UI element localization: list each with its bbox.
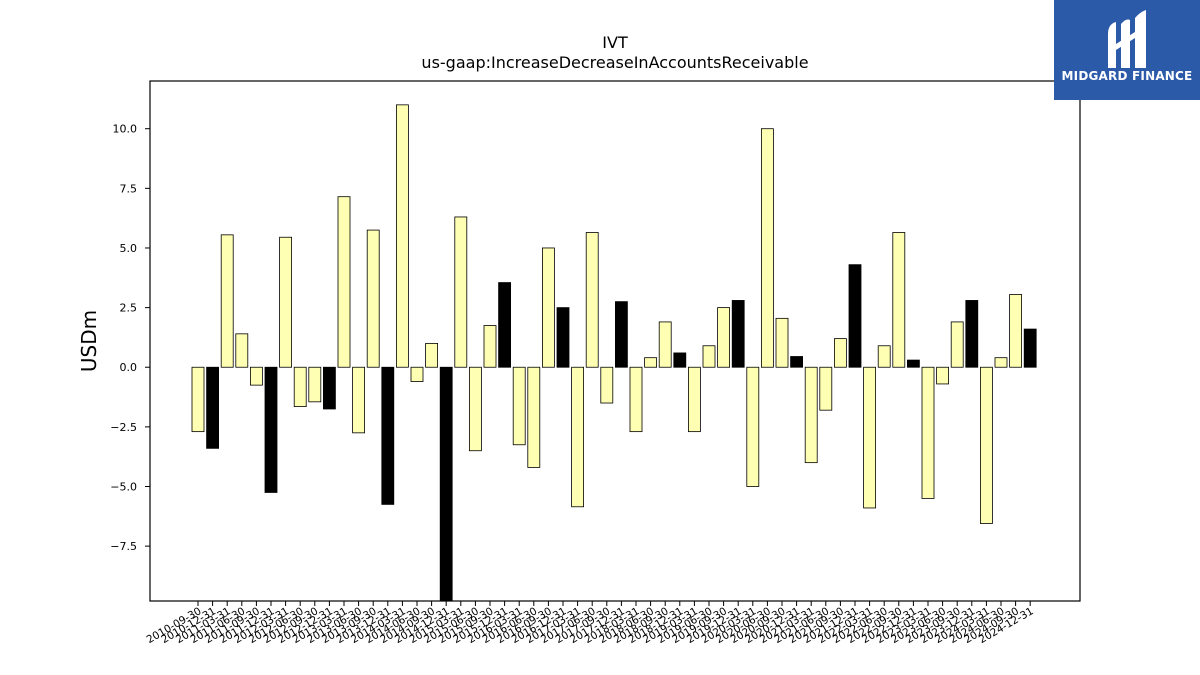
bar-2020-06-30: [761, 128, 774, 368]
bar-2024-03-31: [980, 366, 993, 524]
bar-2016-06-30: [527, 366, 541, 468]
bar-2011-12-31: [264, 366, 278, 493]
bar-2012-03-31: [279, 236, 293, 368]
bar-2019-03-31: [688, 366, 701, 433]
bar-2015-09-30: [483, 325, 497, 368]
bar-2015-06-30: [468, 366, 482, 452]
bar-2020-03-31: [746, 366, 760, 487]
bar-2023-06-30: [936, 366, 949, 385]
bar-2014-03-31: [395, 104, 409, 368]
bar-2014-06-30: [410, 366, 424, 382]
bar-2024-09-30: [1009, 294, 1022, 368]
bar-2012-09-30: [308, 366, 322, 403]
bar-2013-03-31: [337, 196, 351, 368]
bar-2017-06-30: [585, 232, 599, 368]
y-tick-label: −7.5: [110, 540, 137, 553]
bar-2010-09-30: [191, 366, 205, 433]
bar-2021-03-31: [804, 366, 818, 464]
bar-2019-09-30: [717, 307, 730, 368]
bar-2013-06-30: [352, 366, 366, 434]
bar-2023-12-31: [965, 300, 979, 368]
bar-2013-09-30: [366, 229, 380, 368]
y-tick-label: 10.0: [113, 123, 138, 136]
y-tick-label: 2.5: [120, 302, 138, 315]
bar-2022-09-30: [892, 232, 906, 368]
bar-2022-12-31: [907, 359, 920, 368]
midgard-finance-logo: MIDGARD FINANCE: [1054, 0, 1200, 100]
bar-2017-03-31: [571, 366, 584, 508]
chart-subtitle: us-gaap:IncreaseDecreaseInAccountsReceiv…: [421, 53, 808, 72]
bar-2015-12-31: [498, 282, 512, 368]
y-axis: −7.5 −5.0 −2.5 0.0 2.5 5.0 7.5 10.0: [110, 123, 150, 553]
y-tick-label: 0.0: [120, 361, 138, 374]
y-tick-label: 5.0: [120, 242, 138, 255]
bar-2020-12-31: [790, 356, 803, 368]
bar-2020-09-30: [775, 317, 789, 368]
bar-2012-06-30: [293, 366, 307, 407]
bar-2021-09-30: [834, 338, 847, 368]
bar-2022-03-31: [863, 366, 876, 509]
bar-2016-12-31: [556, 307, 570, 368]
bar-2022-06-30: [877, 345, 891, 368]
logo-text: MIDGARD FINANCE: [1061, 69, 1193, 83]
bar-2018-09-30: [658, 321, 672, 368]
bar-2023-09-30: [950, 321, 964, 368]
bar-2023-03-31: [921, 366, 935, 499]
bar-2013-12-31: [381, 366, 395, 505]
bar-2015-03-31: [454, 216, 468, 368]
bars-group: [191, 104, 1037, 602]
bar-2011-06-30: [235, 333, 249, 368]
bar-2021-12-31: [848, 264, 862, 368]
x-axis: 2010-09-302010-12-312011-03-312011-06-30…: [145, 601, 1036, 646]
y-tick-label: 7.5: [120, 182, 138, 195]
bar-2016-03-31: [512, 366, 526, 446]
bar-2019-06-30: [702, 345, 716, 368]
bar-2024-06-30: [994, 357, 1008, 368]
bar-2017-12-31: [615, 301, 628, 368]
bar-2011-09-30: [249, 366, 263, 386]
bar-2018-06-30: [644, 357, 657, 368]
y-tick-label: −2.5: [110, 421, 137, 434]
y-axis-label: USDm: [77, 310, 101, 372]
midgard-logo-icon: [1108, 10, 1146, 68]
bar-2014-09-30: [425, 342, 439, 368]
bar-2021-06-30: [819, 366, 833, 411]
plot-frame: [149, 80, 1081, 602]
y-tick-label: −5.0: [110, 481, 137, 494]
bar-2019-12-31: [731, 300, 745, 368]
chart-title: IVT: [602, 33, 628, 52]
bar-2024-12-31: [1023, 328, 1037, 368]
bar-2016-09-30: [542, 247, 555, 368]
bar-2017-09-30: [600, 366, 614, 404]
bar-2014-12-31: [439, 366, 453, 602]
bar-2012-12-31: [322, 366, 336, 410]
bar-2010-12-31: [206, 366, 220, 449]
bar-2011-03-31: [220, 234, 234, 368]
bar-2018-03-31: [629, 366, 643, 433]
bar-2018-12-31: [673, 352, 687, 368]
